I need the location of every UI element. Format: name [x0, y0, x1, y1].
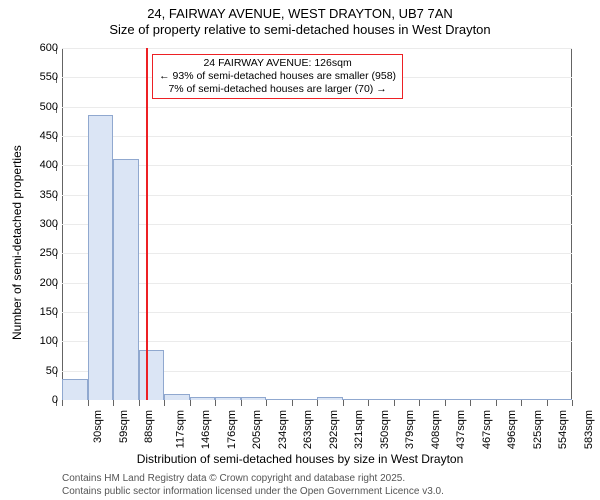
title-block: 24, FAIRWAY AVENUE, WEST DRAYTON, UB7 7A… — [0, 0, 600, 39]
x-tick-label: 263sqm — [302, 410, 314, 449]
grid-line — [62, 136, 572, 137]
grid-line — [62, 224, 572, 225]
x-tick — [521, 400, 522, 406]
footer-line2: Contains public sector information licen… — [62, 485, 444, 498]
histogram-bar — [164, 394, 190, 400]
y-tick-label: 0 — [52, 394, 58, 406]
x-tick-label: 234sqm — [277, 410, 289, 449]
x-tick — [266, 400, 267, 406]
x-tick — [343, 400, 344, 406]
footer-line1: Contains HM Land Registry data © Crown c… — [62, 472, 444, 485]
y-tick-label: 50 — [46, 365, 58, 377]
title-line1: 24, FAIRWAY AVENUE, WEST DRAYTON, UB7 7A… — [0, 6, 600, 22]
footer: Contains HM Land Registry data © Crown c… — [62, 472, 444, 498]
x-tick-label: 437sqm — [455, 410, 467, 449]
grid-line — [62, 165, 572, 166]
histogram-bar — [317, 397, 343, 400]
annotation-box: 24 FAIRWAY AVENUE: 126sqm← 93% of semi-d… — [152, 54, 403, 99]
x-tick-label: 350sqm — [379, 410, 391, 449]
x-tick-label: 59sqm — [118, 410, 130, 443]
x-tick-label: 292sqm — [328, 410, 340, 449]
annotation-line3: 7% of semi-detached houses are larger (7… — [159, 83, 396, 96]
x-axis-title: Distribution of semi-detached houses by … — [0, 452, 600, 466]
x-tick — [419, 400, 420, 406]
x-tick — [572, 400, 573, 406]
y-tick-label: 450 — [40, 130, 58, 142]
histogram-bar — [470, 399, 496, 400]
histogram-bar — [394, 399, 420, 400]
grid-line — [62, 283, 572, 284]
x-tick-label: 321sqm — [353, 410, 365, 449]
y-axis-title: Number of semi-detached properties — [10, 145, 24, 340]
x-tick-label: 117sqm — [174, 410, 186, 448]
y-tick-label: 550 — [40, 71, 58, 83]
x-tick-label: 379sqm — [404, 410, 416, 449]
x-tick-label: 496sqm — [506, 410, 518, 449]
plot-area: 05010015020025030035040045050055060030sq… — [62, 48, 572, 400]
x-tick-label: 205sqm — [251, 410, 263, 449]
x-tick — [470, 400, 471, 406]
y-tick-label: 200 — [40, 277, 58, 289]
histogram-bar — [368, 399, 394, 400]
histogram-bar — [521, 399, 547, 400]
x-tick — [88, 400, 89, 406]
x-tick-label: 408sqm — [430, 410, 442, 449]
x-tick-label: 467sqm — [481, 410, 493, 449]
y-tick-label: 600 — [40, 42, 58, 54]
x-tick — [139, 400, 140, 406]
histogram-bar — [113, 159, 139, 400]
y-tick-label: 300 — [40, 218, 58, 230]
x-tick-label: 583sqm — [583, 410, 595, 449]
x-tick — [394, 400, 395, 406]
grid-line — [62, 341, 572, 342]
histogram-bar — [445, 399, 471, 400]
title-line2: Size of property relative to semi-detach… — [0, 22, 600, 38]
histogram-bar — [343, 399, 369, 400]
histogram-bar — [266, 399, 292, 400]
x-tick — [164, 400, 165, 406]
grid-line — [62, 312, 572, 313]
y-tick-label: 250 — [40, 247, 58, 259]
x-tick-label: 525sqm — [532, 410, 544, 449]
histogram-bar — [190, 397, 216, 400]
histogram-bar — [292, 399, 318, 400]
histogram-bar — [419, 399, 445, 400]
grid-line — [62, 195, 572, 196]
x-tick — [292, 400, 293, 406]
x-tick — [113, 400, 114, 406]
x-tick-label: 88sqm — [143, 410, 155, 443]
grid-line — [62, 48, 572, 49]
annotation-line1: 24 FAIRWAY AVENUE: 126sqm — [159, 57, 396, 70]
histogram-bar — [88, 115, 114, 400]
y-tick-label: 400 — [40, 159, 58, 171]
histogram-bar — [496, 399, 522, 400]
x-tick — [445, 400, 446, 406]
histogram-bar — [139, 350, 165, 400]
x-tick — [317, 400, 318, 406]
x-tick — [496, 400, 497, 406]
histogram-bar — [62, 379, 88, 400]
histogram-bar — [215, 397, 241, 400]
grid-line — [62, 253, 572, 254]
histogram-bar — [241, 397, 267, 400]
x-tick — [190, 400, 191, 406]
x-tick — [241, 400, 242, 406]
x-tick-label: 30sqm — [92, 410, 104, 443]
y-tick-label: 500 — [40, 101, 58, 113]
y-tick-label: 150 — [40, 306, 58, 318]
marker-line — [146, 48, 148, 400]
x-tick — [62, 400, 63, 406]
chart-container: 24, FAIRWAY AVENUE, WEST DRAYTON, UB7 7A… — [0, 0, 600, 500]
x-tick-label: 554sqm — [557, 410, 569, 449]
y-tick-label: 350 — [40, 189, 58, 201]
x-tick-label: 176sqm — [226, 410, 238, 449]
y-tick-label: 100 — [40, 335, 58, 347]
histogram-bar — [547, 399, 573, 400]
x-tick — [547, 400, 548, 406]
annotation-line2: ← 93% of semi-detached houses are smalle… — [159, 70, 396, 83]
x-tick — [368, 400, 369, 406]
grid-line — [62, 107, 572, 108]
x-tick-label: 146sqm — [200, 410, 212, 449]
x-tick — [215, 400, 216, 406]
